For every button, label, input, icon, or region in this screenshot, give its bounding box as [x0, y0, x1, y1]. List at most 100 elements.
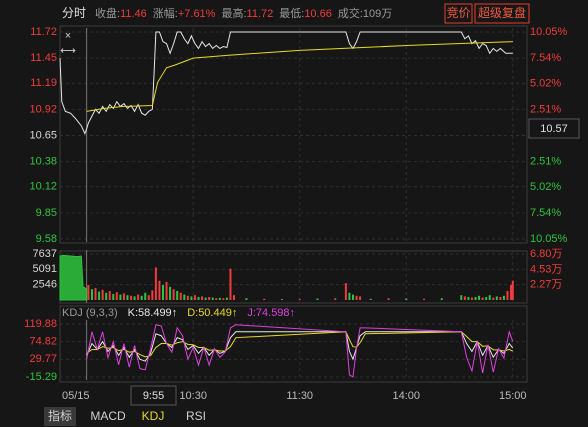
- volume-bar: [204, 297, 207, 300]
- stat-label: 涨幅:: [153, 7, 178, 20]
- kdj-panel: [59, 305, 528, 383]
- volume-bar: [165, 281, 168, 300]
- y-tick-label: -15.29: [26, 371, 57, 383]
- volume-bar: [351, 294, 354, 300]
- stat-value: 11.72: [247, 8, 274, 20]
- x-tick-label: 15:00: [499, 390, 527, 402]
- volume-bar: [263, 298, 266, 300]
- date-label: 05/15: [62, 390, 90, 402]
- volume-bar: [130, 295, 133, 300]
- volume-bar: [169, 286, 172, 300]
- line-series: [86, 41, 513, 112]
- y-tick-label: 10.38: [29, 156, 57, 168]
- volume-bar: [158, 280, 161, 300]
- volume-bar: [485, 296, 488, 300]
- auction-volume-area: [59, 254, 88, 301]
- volume-bar: [334, 298, 337, 300]
- volume-bar: [359, 296, 362, 300]
- volume-bar: [495, 296, 498, 300]
- kdj-title: KDJ (9,3,3): [62, 307, 118, 319]
- price-cursor-box: [528, 118, 580, 139]
- legend-entry: J:74.598↑: [247, 307, 295, 319]
- volume-bar: [183, 294, 186, 300]
- volume-bar: [348, 292, 351, 300]
- time-cursor-label: 9:55: [143, 390, 164, 402]
- stat-value: 109万: [363, 8, 392, 20]
- volume-bar: [222, 298, 225, 300]
- header-title: 分时: [62, 6, 86, 20]
- y2-tick-label: 10.05%: [530, 26, 568, 38]
- review-button-label[interactable]: 超级复盘: [478, 5, 526, 20]
- volume-bar: [154, 267, 157, 300]
- volume-bar: [108, 290, 111, 300]
- y-tick-label: 11.45: [30, 52, 57, 64]
- volume-bar: [481, 297, 484, 300]
- volume-bar: [488, 295, 491, 300]
- y-tick-label: 2546: [33, 279, 57, 291]
- volume-bar: [502, 295, 505, 300]
- volume-bar: [126, 295, 129, 300]
- tab[interactable]: KDJ: [142, 409, 165, 423]
- price-cursor-label: 10.57: [540, 123, 568, 135]
- tab[interactable]: 指标: [48, 408, 72, 423]
- y-tick-label: 29.77: [29, 353, 57, 365]
- kdj-legend: KDJ (9,3,3) K:58.499↑ D:50.449↑ J:74.598↑: [62, 307, 295, 319]
- volume-bar: [151, 290, 154, 300]
- volume-bar: [101, 289, 104, 300]
- legend-entry: K:58.499↑: [128, 307, 178, 319]
- volume-bar: [193, 295, 196, 300]
- volume-bar: [511, 280, 514, 300]
- volume-bar: [112, 293, 115, 300]
- volume-bar: [137, 294, 140, 300]
- volume-bar: [218, 297, 221, 300]
- volume-bar: [298, 298, 301, 300]
- auction-button-label[interactable]: 竞价: [446, 6, 470, 20]
- y2-tick-label: 5.02%: [530, 181, 561, 193]
- stat-label: 成交:: [338, 6, 363, 20]
- expand-icon[interactable]: ⟷: [60, 45, 76, 57]
- y2-tick-label: 2.51%: [530, 155, 561, 167]
- tab[interactable]: MACD: [90, 409, 126, 423]
- volume-bar: [344, 283, 347, 300]
- volume-bar: [122, 293, 125, 300]
- volume-bar: [144, 292, 147, 300]
- volume-bar: [369, 298, 372, 300]
- stat-label: 收盘:: [95, 6, 120, 20]
- volume-bar: [190, 296, 193, 300]
- y2-tick-label: 2.51%: [530, 104, 561, 116]
- volume-bar: [98, 291, 101, 300]
- volume-bar: [201, 296, 204, 300]
- volume-bar: [87, 284, 90, 300]
- volume-bar: [208, 296, 211, 300]
- close-icon[interactable]: ×: [65, 30, 71, 42]
- volume-bar: [467, 296, 470, 300]
- volume-bar: [229, 268, 232, 300]
- volume-bar: [387, 298, 390, 300]
- tab[interactable]: RSI: [186, 409, 206, 423]
- y2-tick-label: 4.53万: [530, 263, 562, 275]
- volume-bar: [140, 295, 143, 300]
- tab-background[interactable]: [44, 407, 76, 426]
- volume-bar: [460, 295, 463, 300]
- volume-bar: [147, 295, 150, 300]
- volume-bar: [161, 284, 164, 300]
- y2-tick-label: 2.27万: [530, 279, 562, 291]
- review-button[interactable]: [474, 3, 530, 24]
- volume-bar: [119, 294, 122, 300]
- header-stats: 收盘:11.46 涨幅:+7.61% 最高:11.72 最低:10.66 成交:109万: [95, 6, 392, 20]
- volume-bar: [405, 298, 408, 300]
- stat-value: 10.66: [304, 8, 332, 20]
- volume-bar: [176, 290, 179, 300]
- auction-button[interactable]: [444, 3, 473, 24]
- volume-bar: [463, 296, 466, 300]
- x-tick-label: 14:00: [392, 390, 420, 402]
- y-tick-label: 74.82: [29, 336, 57, 348]
- y-tick-label: 11.72: [30, 26, 57, 38]
- volume-bar: [115, 292, 118, 300]
- y-tick-label: 10.92: [29, 103, 57, 115]
- x-tick-label: 11:30: [286, 390, 313, 402]
- line-series: [86, 331, 514, 362]
- volume-bar: [499, 296, 502, 300]
- y2-tick-label: 7.54%: [530, 207, 561, 219]
